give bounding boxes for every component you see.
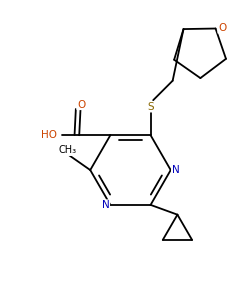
Text: HO: HO <box>41 130 57 140</box>
Text: O: O <box>218 23 226 33</box>
Text: S: S <box>147 102 154 112</box>
Text: O: O <box>77 100 85 110</box>
Text: N: N <box>102 200 110 210</box>
Text: CH₃: CH₃ <box>59 145 77 155</box>
Text: N: N <box>172 165 179 175</box>
